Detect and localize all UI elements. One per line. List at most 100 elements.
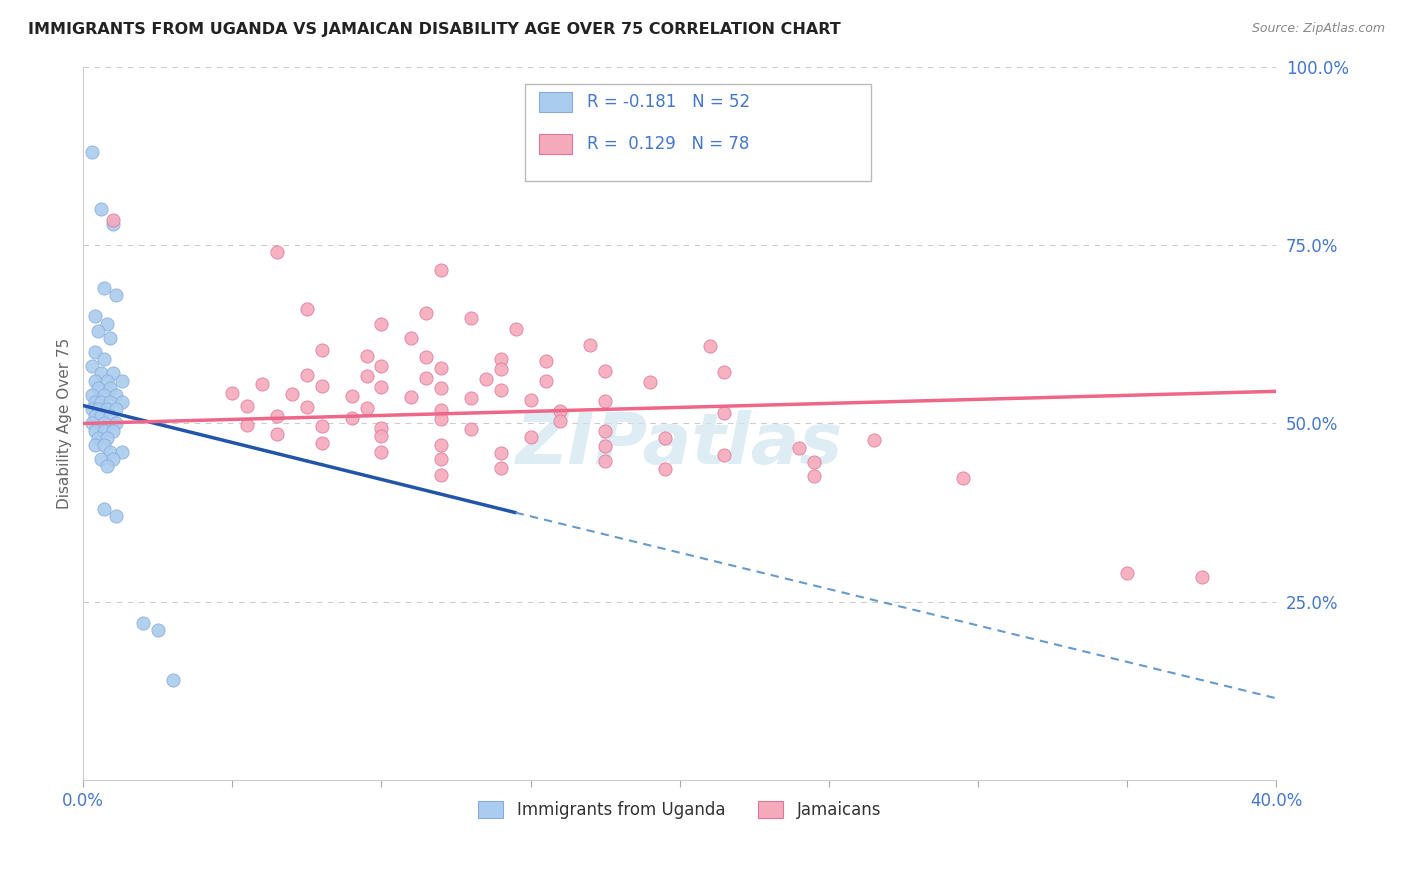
Point <box>82 402 104 417</box>
Point <box>862 433 884 447</box>
Point <box>430 263 453 277</box>
Point <box>105 402 128 417</box>
Point <box>96 317 118 331</box>
Point <box>460 422 482 436</box>
Point <box>638 375 661 389</box>
Point <box>250 377 273 392</box>
Point <box>87 402 110 417</box>
Point <box>579 338 602 352</box>
Point <box>370 428 392 442</box>
Point <box>519 392 541 407</box>
Point <box>295 400 318 414</box>
Text: Source: ZipAtlas.com: Source: ZipAtlas.com <box>1251 22 1385 36</box>
Point <box>787 441 810 455</box>
Point <box>105 509 128 524</box>
Point <box>98 445 121 459</box>
Point <box>93 502 115 516</box>
Point <box>489 362 512 376</box>
Point <box>593 394 616 409</box>
Point <box>146 624 169 638</box>
Point <box>311 436 333 450</box>
Point <box>101 367 124 381</box>
Point <box>90 367 112 381</box>
Point <box>311 419 333 434</box>
Point <box>96 402 118 417</box>
Point <box>370 317 392 331</box>
Point <box>84 438 107 452</box>
FancyBboxPatch shape <box>524 85 870 181</box>
Point <box>593 424 616 438</box>
Point <box>111 374 134 388</box>
Point <box>87 324 110 338</box>
Point <box>266 245 288 260</box>
Point <box>430 452 453 467</box>
Point <box>340 410 363 425</box>
Point <box>96 459 118 474</box>
Legend: Immigrants from Uganda, Jamaicans: Immigrants from Uganda, Jamaicans <box>471 794 887 825</box>
Point <box>370 380 392 394</box>
Point <box>236 399 259 413</box>
Point <box>236 417 259 432</box>
Point <box>460 310 482 325</box>
Point <box>98 381 121 395</box>
Point <box>430 438 453 452</box>
Point <box>96 431 118 445</box>
Point <box>98 331 121 345</box>
Point <box>952 471 974 485</box>
Text: IMMIGRANTS FROM UGANDA VS JAMAICAN DISABILITY AGE OVER 75 CORRELATION CHART: IMMIGRANTS FROM UGANDA VS JAMAICAN DISAB… <box>28 22 841 37</box>
Point <box>370 421 392 435</box>
Point <box>93 352 115 367</box>
Point <box>401 390 423 404</box>
Bar <box>538 92 572 112</box>
Point <box>489 460 512 475</box>
Point <box>162 673 184 688</box>
Point <box>101 424 124 438</box>
Point <box>713 448 735 462</box>
Point <box>84 345 107 359</box>
Point <box>111 395 134 409</box>
Point <box>460 392 482 406</box>
Point <box>356 401 378 416</box>
Point <box>295 302 318 317</box>
Point <box>370 445 392 459</box>
Point <box>430 403 453 417</box>
Point <box>356 369 378 384</box>
Point <box>266 409 288 424</box>
Point <box>84 374 107 388</box>
Point <box>415 350 437 364</box>
Point <box>430 467 453 482</box>
Point <box>266 427 288 442</box>
Point <box>340 389 363 403</box>
Point <box>803 469 825 483</box>
Point <box>87 381 110 395</box>
Point <box>593 364 616 378</box>
Point <box>311 343 333 357</box>
Point <box>90 409 112 424</box>
Point <box>295 368 318 382</box>
Point <box>105 388 128 402</box>
Point <box>105 288 128 302</box>
Point <box>401 331 423 345</box>
Point <box>489 383 512 397</box>
Point <box>82 359 104 374</box>
Point <box>84 310 107 324</box>
Point <box>82 388 104 402</box>
Point <box>98 409 121 424</box>
Point <box>654 432 676 446</box>
Point <box>356 349 378 363</box>
Point <box>84 395 107 409</box>
Point <box>105 417 128 431</box>
Point <box>550 404 572 418</box>
Point <box>430 412 453 426</box>
Point <box>415 371 437 385</box>
Point <box>593 439 616 453</box>
Point <box>90 452 112 467</box>
Point <box>593 453 616 467</box>
Point <box>713 406 735 420</box>
Point <box>90 395 112 409</box>
Text: R =  0.129   N = 78: R = 0.129 N = 78 <box>586 136 749 153</box>
Point <box>311 378 333 392</box>
Bar <box>538 135 572 154</box>
Point <box>93 417 115 431</box>
Point <box>111 445 134 459</box>
